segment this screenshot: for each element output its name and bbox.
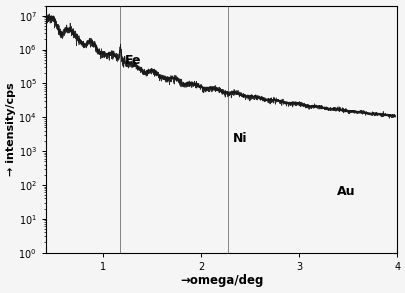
X-axis label: →omega/deg: →omega/deg [179, 275, 263, 287]
Text: Ni: Ni [232, 132, 246, 145]
Text: Fe: Fe [124, 54, 141, 67]
Y-axis label: → intensity/cps: → intensity/cps [6, 82, 15, 176]
Text: Au: Au [336, 185, 354, 198]
